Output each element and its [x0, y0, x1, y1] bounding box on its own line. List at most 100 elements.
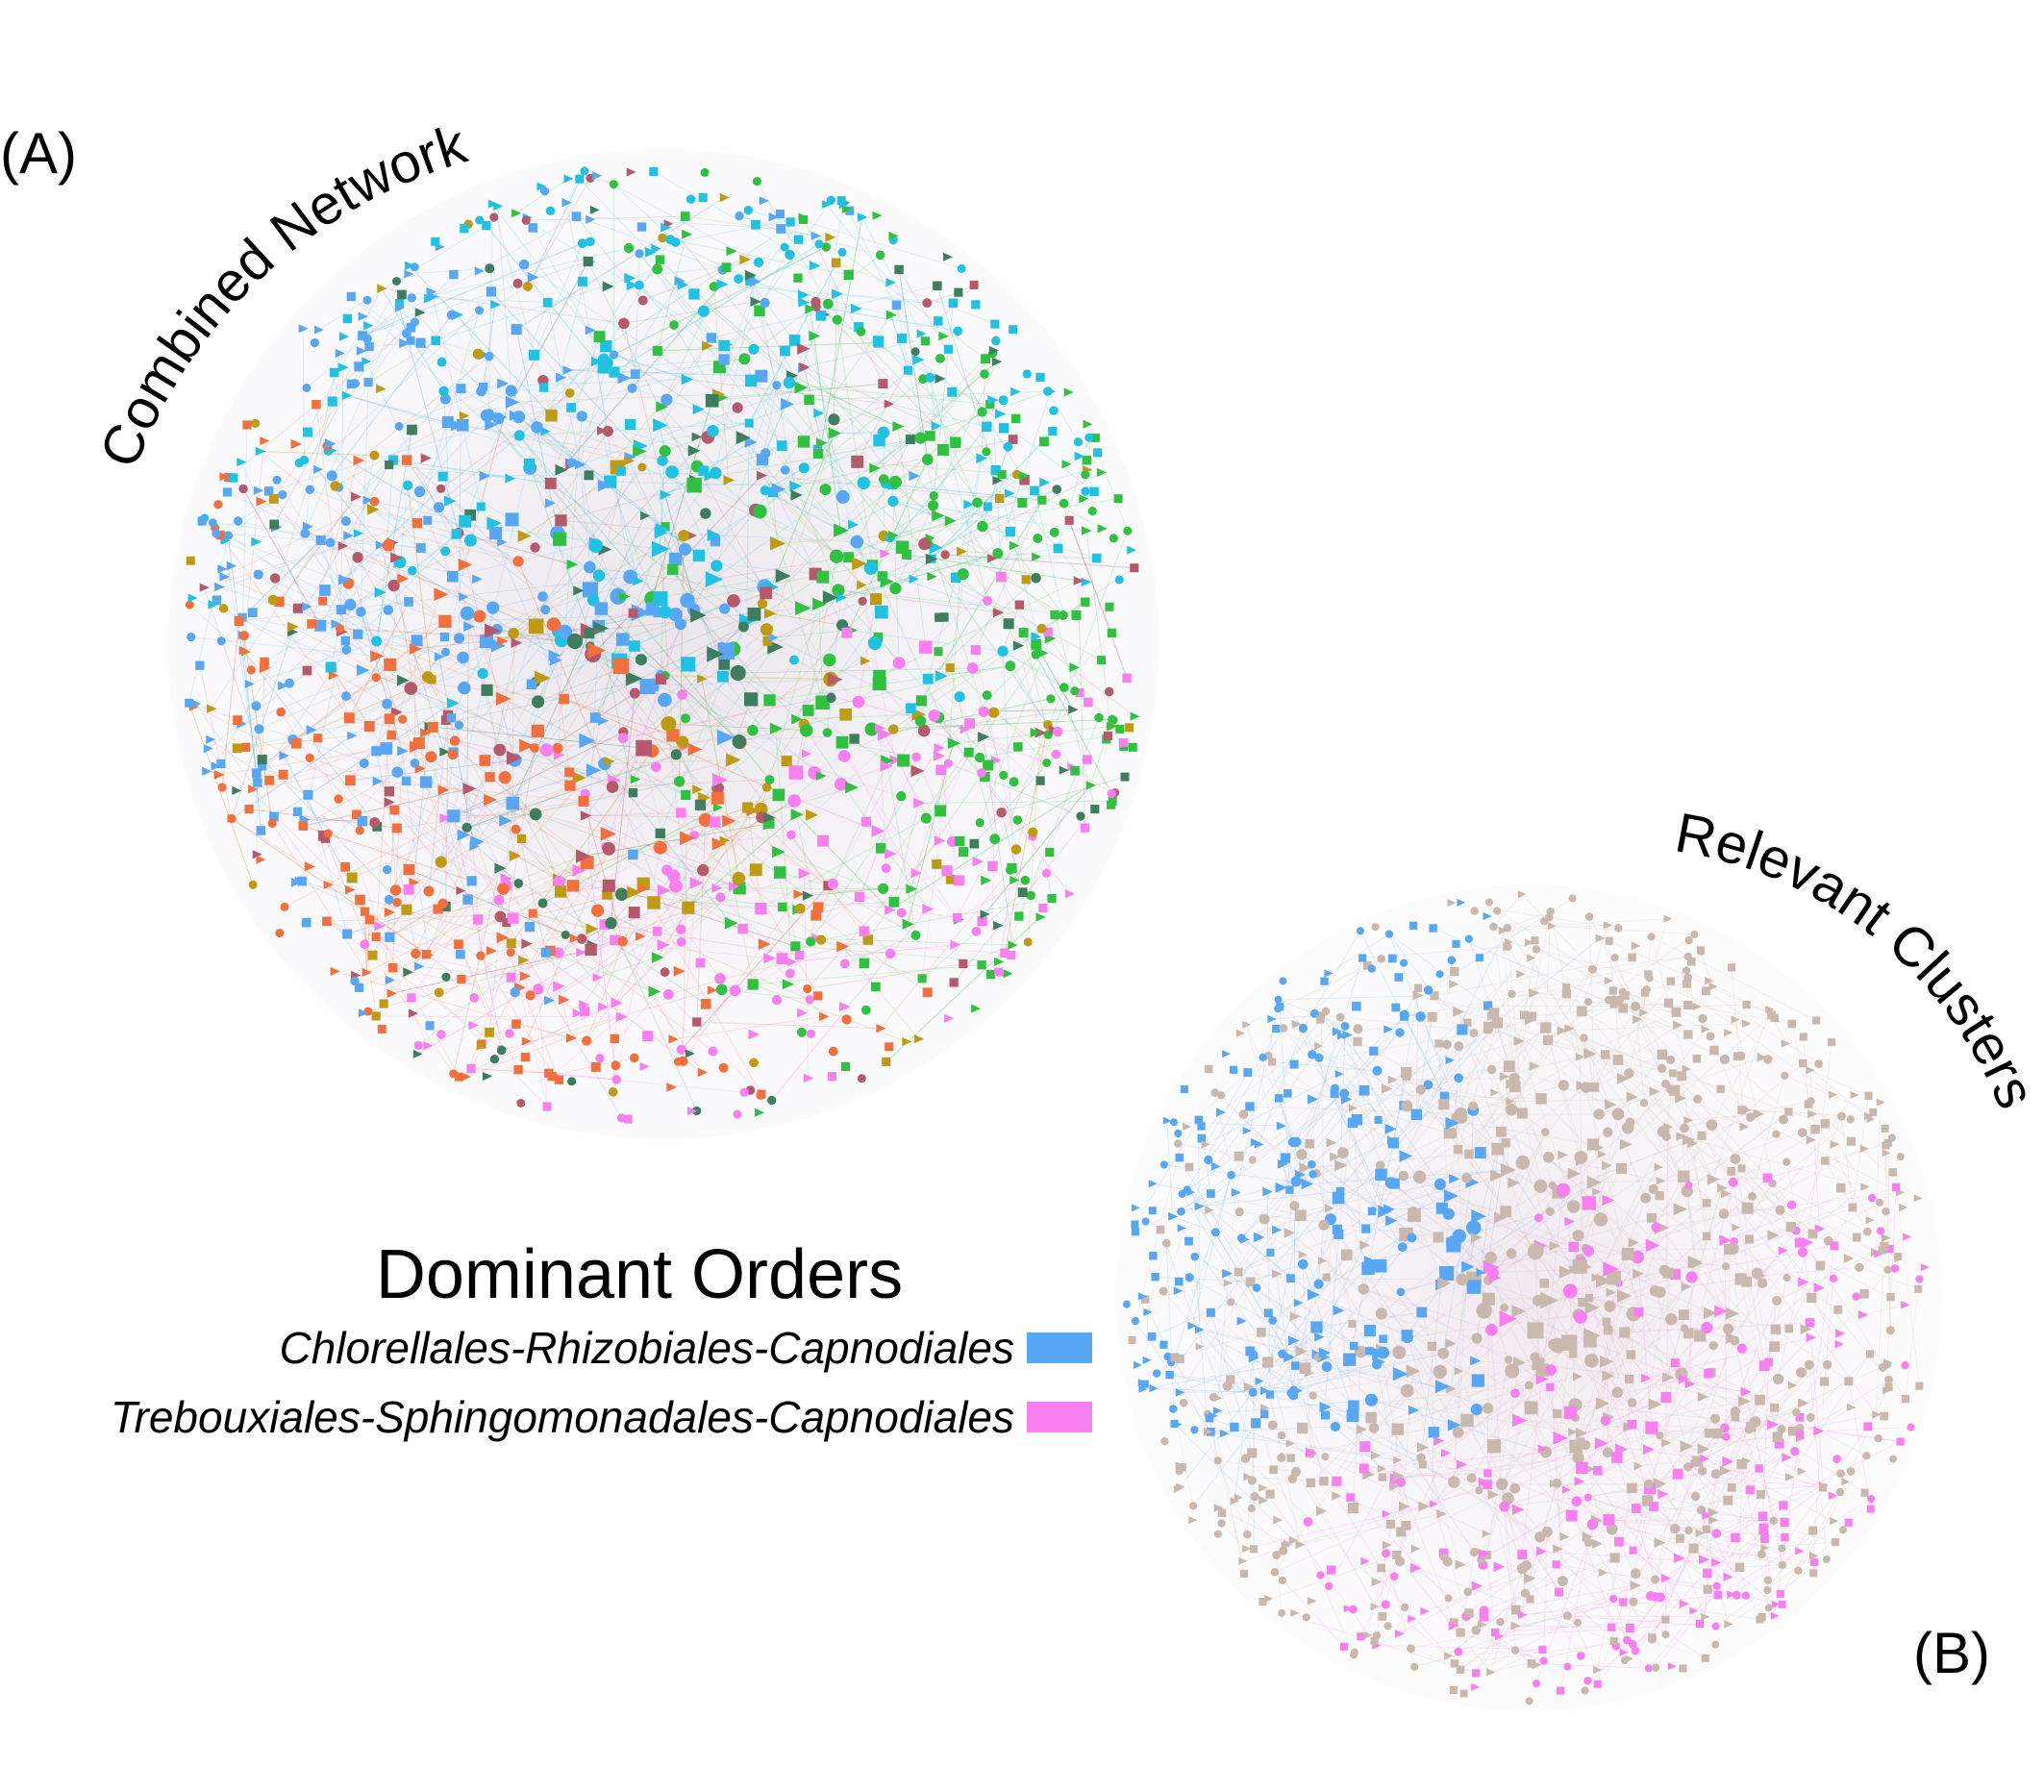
network-node: [1385, 1215, 1398, 1227]
network-node: [878, 883, 889, 894]
network-node: [700, 999, 711, 1009]
network-node: [512, 278, 523, 288]
network-node: [356, 607, 366, 617]
network-edge: [712, 438, 911, 581]
network-node: [628, 788, 638, 798]
network-node: [1087, 507, 1097, 516]
network-edge: [542, 362, 609, 597]
network-node: [1308, 1159, 1316, 1169]
network-edge: [506, 922, 622, 1119]
network-edge: [240, 461, 308, 608]
network-edge: [761, 765, 886, 818]
network-node: [1222, 1050, 1231, 1058]
network-node: [856, 327, 866, 336]
network-node: [437, 784, 450, 796]
network-node: [302, 917, 312, 928]
network-node: [1686, 1138, 1699, 1149]
network-edge: [1481, 1363, 1539, 1560]
network-node: [1703, 1568, 1712, 1579]
network-node: [1584, 1293, 1594, 1303]
network-node: [609, 180, 618, 189]
network-node: [795, 601, 811, 615]
network-node: [580, 810, 592, 821]
network-node: [1298, 1258, 1309, 1270]
network-node: [1358, 1283, 1370, 1295]
network-node: [1096, 656, 1106, 665]
network-edge: [512, 879, 560, 919]
network-edge: [892, 501, 904, 548]
network-node: [593, 331, 606, 343]
network-edge: [1588, 916, 1674, 1074]
network-edge: [1631, 1096, 1684, 1177]
network-edge: [1473, 1109, 1597, 1193]
network-edge: [1166, 1120, 1174, 1217]
network-edge: [982, 446, 1009, 527]
network-node: [609, 366, 620, 378]
network-edge: [1134, 1119, 1200, 1225]
network-edge: [231, 818, 361, 901]
network-node: [755, 903, 767, 915]
network-node: [1314, 1053, 1324, 1062]
network-edge: [497, 206, 512, 403]
network-node: [1574, 1151, 1588, 1164]
network-node: [569, 933, 581, 943]
network-edge: [1186, 1189, 1291, 1280]
network-edge: [927, 577, 957, 680]
network-node: [407, 424, 417, 436]
network-edge: [1602, 1446, 1687, 1574]
network-node: [1772, 1431, 1783, 1442]
network-edge: [1386, 1456, 1579, 1546]
network-edge: [1587, 1468, 1630, 1659]
network-node: [1443, 1128, 1455, 1139]
network-node: [1645, 1238, 1660, 1253]
network-edge: [1746, 1202, 1881, 1282]
network-node: [1605, 1099, 1617, 1110]
network-node: [592, 569, 606, 582]
network-node: [1483, 1259, 1500, 1275]
network-edge: [1339, 1153, 1344, 1192]
network-node: [782, 979, 794, 990]
network-edge: [712, 430, 779, 490]
network-edge: [1424, 1564, 1557, 1612]
network-edge: [1501, 1334, 1592, 1485]
network-node: [1785, 1222, 1796, 1232]
network-edge: [610, 481, 660, 613]
network-node: [785, 249, 795, 261]
network-edge: [241, 616, 463, 659]
network-node: [948, 298, 959, 309]
network-edge: [411, 813, 536, 999]
network-node: [1741, 1591, 1751, 1600]
network-node: [1493, 1561, 1506, 1572]
network-edge: [929, 377, 988, 602]
network-node: [680, 831, 695, 846]
network-node: [692, 549, 705, 561]
network-node: [533, 983, 544, 995]
network-node: [224, 472, 234, 483]
network-edge: [612, 184, 676, 243]
network-edge: [1373, 1337, 1478, 1429]
network-node: [1527, 1011, 1537, 1021]
network-node: [208, 518, 217, 528]
network-edge: [361, 669, 559, 749]
network-node: [592, 171, 603, 181]
network-edge: [1263, 1218, 1309, 1374]
network-node: [1014, 600, 1024, 610]
network-edge: [857, 460, 1017, 476]
network-node: [1069, 662, 1080, 673]
network-edge: [505, 759, 734, 822]
network-node: [834, 523, 849, 537]
network-node: [1527, 1659, 1536, 1668]
network-edge: [1876, 1246, 1885, 1415]
network-node: [1736, 1458, 1747, 1470]
network-node: [702, 340, 713, 351]
network-node: [1792, 1407, 1801, 1417]
network-node: [1448, 1476, 1460, 1488]
network-node: [1122, 1300, 1131, 1308]
network-node: [1639, 1008, 1649, 1017]
network-node: [992, 608, 1004, 618]
network-edge: [1895, 1186, 1920, 1386]
network-node: [676, 937, 686, 947]
network-node: [1109, 715, 1118, 725]
network-node: [411, 635, 423, 647]
network-node: [925, 372, 935, 383]
